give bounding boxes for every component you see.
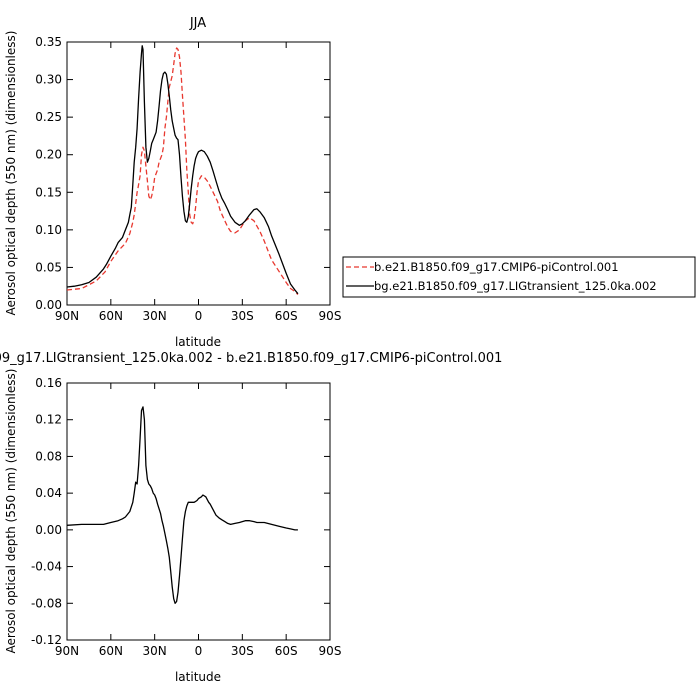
top-y-ticks: 0.00 0.05 0.10 0.15 0.20 0.25 0.30 0.35 [35,35,330,312]
bottom-y-tick-label: 0.08 [35,449,62,463]
top-x-axis-label: latitude [175,335,221,349]
top-y-tick-label: 0.30 [35,73,62,87]
bottom-y-tick-label: 0.00 [35,523,62,537]
bottom-series-lines [66,406,298,604]
top-plot-frame [66,41,331,306]
top-y-tick-label: 0.35 [35,35,62,49]
top-y-tick-label: 0.25 [35,110,62,124]
top-series-line-1 [66,45,299,295]
top-x-tick-label: 90N [55,309,79,323]
top-y-tick-label: 0.15 [35,185,62,199]
bottom-x-tick-label: 0 [195,644,203,658]
top-y-tick-label: 0.05 [35,260,62,274]
bottom-y-tick-label: -0.12 [31,633,62,647]
bottom-x-tick-label: 30N [143,644,167,658]
bottom-x-tick-label: 90N [55,644,79,658]
legend: b.e21.B1850.f09_g17.CMIP6-piControl.001 … [342,256,696,298]
top-y-tick-label: 0.00 [35,298,62,312]
bottom-y-tick-label: -0.04 [31,560,62,574]
top-x-tick-label: 30N [143,309,167,323]
top-y-tick-label: 0.10 [35,223,62,237]
top-series-line-0 [66,47,299,295]
bottom-x-tick-label: 30S [231,644,254,658]
bottom-panel: bg.e21.B1850.f09_g17.LIGtransient_125.0k… [0,351,502,684]
bottom-x-tick-label: 60N [99,644,123,658]
top-panel: JJA 90N 60N 30N 0 30S 60S 90S 0.00 0.05 0.10 0.15… [4,16,696,349]
bottom-x-ticks: 90N 60N 30N 0 30S 60S 90S [55,383,342,658]
top-series-lines [66,45,299,295]
top-x-tick-label: 90S [319,309,342,323]
top-y-axis-label: Aerosol optical depth (550 nm) (dimensio… [4,31,18,316]
legend-label-ligtransient: bg.e21.B1850.f09_g17.LIGtransient_125.0k… [374,279,657,293]
bottom-y-tick-label: -0.08 [31,596,62,610]
bottom-y-tick-label: 0.12 [35,413,62,427]
top-x-tick-label: 0 [195,309,203,323]
bottom-chart-title: bg.e21.B1850.f09_g17.LIGtransient_125.0k… [0,351,502,366]
legend-box [342,256,696,298]
top-chart-title: JJA [189,16,206,31]
top-x-tick-label: 60S [275,309,298,323]
top-x-tick-label: 30S [231,309,254,323]
bottom-y-tick-label: 0.04 [35,486,62,500]
top-y-tick-label: 0.20 [35,148,62,162]
bottom-x-tick-label: 60S [275,644,298,658]
bottom-x-tick-label: 90S [319,644,342,658]
bottom-plot-frame [66,382,331,641]
bottom-series-line-0 [66,406,298,604]
legend-label-picontrol: b.e21.B1850.f09_g17.CMIP6-piControl.001 [374,260,619,274]
top-x-tick-label: 60N [99,309,123,323]
bottom-y-ticks: -0.12 -0.08 -0.04 0.00 0.04 0.08 0.12 0.16 [31,376,330,647]
top-x-ticks: 90N 60N 30N 0 30S 60S 90S [55,42,342,323]
bottom-y-tick-label: 0.16 [35,376,62,390]
bottom-y-axis-label: Aerosol optical depth (550 nm) (dimensio… [4,369,18,654]
bottom-x-axis-label: latitude [175,670,221,684]
